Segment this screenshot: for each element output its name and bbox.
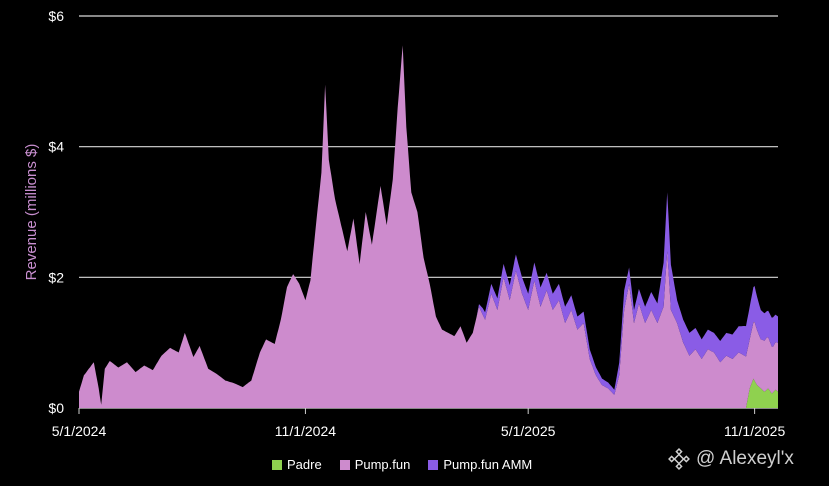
area-series — [79, 45, 778, 409]
legend-label-padre: Padre — [287, 457, 322, 472]
watermark: @ Alexeyl'x — [668, 448, 794, 470]
legend-label-pump-fun: Pump.fun — [354, 457, 411, 472]
x-tick-label: 11/1/2025 — [724, 423, 785, 439]
legend-item-pump-fun-amm: Pump.fun AMM — [428, 457, 532, 472]
legend-item-padre: Padre — [272, 457, 322, 472]
legend-swatch-pump-fun-amm — [428, 459, 439, 470]
binance-logo-icon — [668, 448, 690, 470]
legend-swatch-padre — [272, 459, 282, 470]
x-tick-label: 5/1/2024 — [52, 423, 107, 439]
legend-label-pump-fun-amm: Pump.fun AMM — [443, 457, 533, 472]
y-tick-label: $4 — [48, 139, 64, 155]
watermark-text: @ Alexeyl'x — [696, 448, 794, 469]
legend-item-pump-fun: Pump.fun — [339, 457, 411, 472]
y-tick-label: $2 — [48, 269, 64, 285]
y-tick-label: $0 — [48, 400, 64, 416]
legend-swatch-pump-fun — [339, 459, 350, 470]
x-axis-ticks: 5/1/2024 11/1/2024 5/1/2025 11/1/2025 — [52, 408, 785, 439]
x-tick-label: 11/1/2024 — [275, 423, 336, 439]
y-tick-label: $6 — [48, 8, 64, 24]
legend: Padre Pump.fun Pump.fun AMM — [272, 457, 532, 472]
area-pump-fun — [79, 45, 778, 409]
y-axis-ticks: $0 $2 $4 $6 — [48, 8, 64, 416]
y-axis-label: Revenue (millions $) — [23, 144, 40, 281]
x-tick-label: 5/1/2025 — [501, 423, 556, 439]
